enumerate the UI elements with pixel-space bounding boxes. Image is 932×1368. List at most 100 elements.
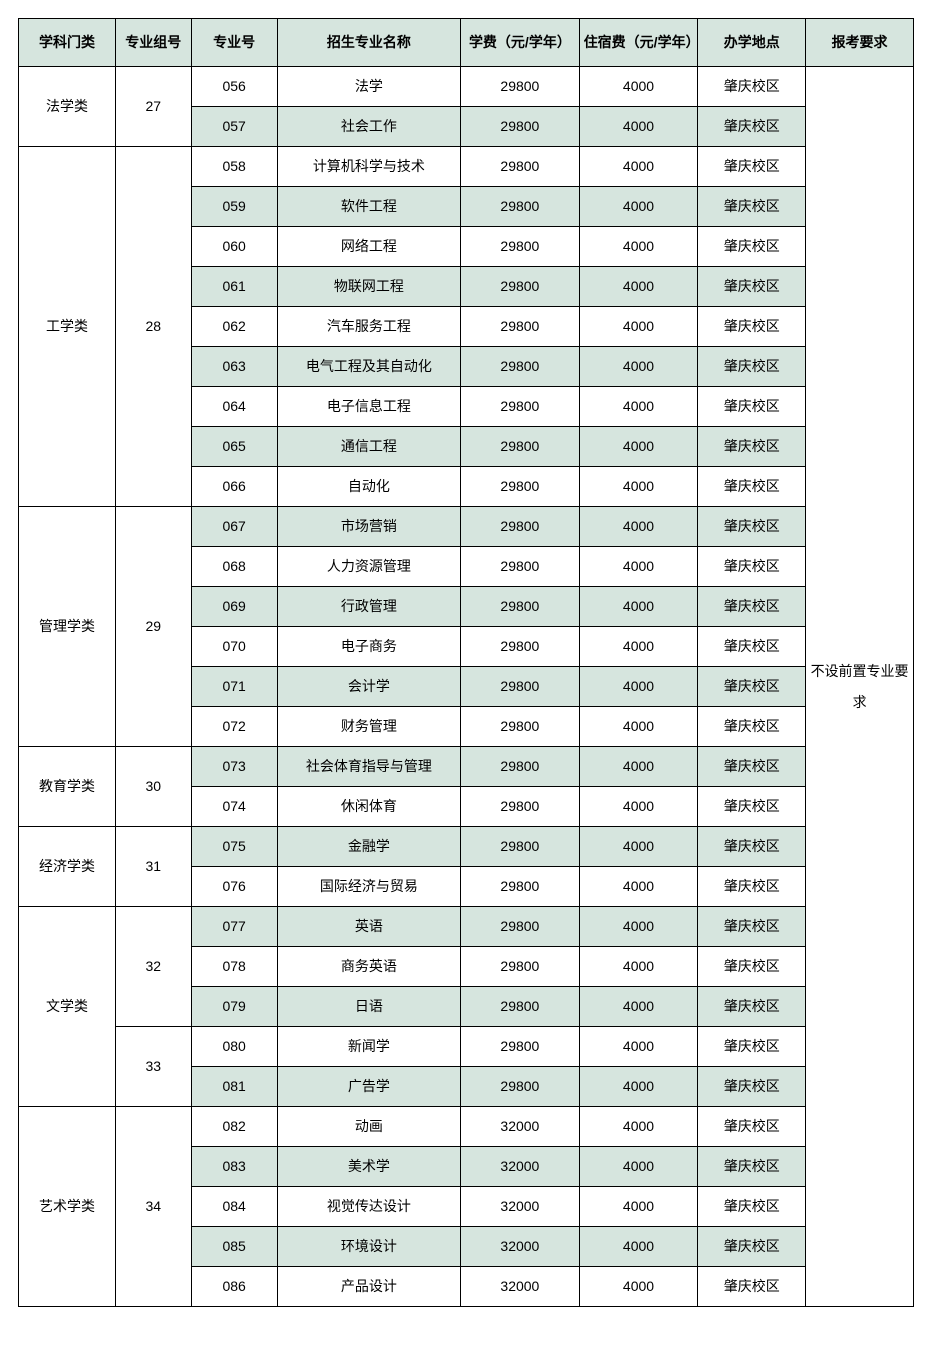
- tuition-fee-cell: 29800: [461, 627, 580, 667]
- major-name-cell: 国际经济与贸易: [277, 867, 460, 907]
- dorm-fee-cell: 4000: [579, 67, 698, 107]
- group-no-cell: 33: [116, 1027, 191, 1107]
- major-name-cell: 网络工程: [277, 227, 460, 267]
- campus-cell: 肇庆校区: [698, 467, 806, 507]
- col-header-6: 办学地点: [698, 19, 806, 67]
- major-code-cell: 069: [191, 587, 277, 627]
- dorm-fee-cell: 4000: [579, 707, 698, 747]
- major-code-cell: 060: [191, 227, 277, 267]
- major-name-cell: 新闻学: [277, 1027, 460, 1067]
- campus-cell: 肇庆校区: [698, 507, 806, 547]
- campus-cell: 肇庆校区: [698, 707, 806, 747]
- major-code-cell: 079: [191, 987, 277, 1027]
- dorm-fee-cell: 4000: [579, 627, 698, 667]
- major-code-cell: 057: [191, 107, 277, 147]
- campus-cell: 肇庆校区: [698, 1227, 806, 1267]
- group-no-cell: 27: [116, 67, 191, 147]
- major-name-cell: 市场营销: [277, 507, 460, 547]
- major-code-cell: 082: [191, 1107, 277, 1147]
- dorm-fee-cell: 4000: [579, 427, 698, 467]
- table-row: 经济学类31075金融学298004000肇庆校区: [19, 827, 914, 867]
- tuition-fee-cell: 29800: [461, 987, 580, 1027]
- campus-cell: 肇庆校区: [698, 907, 806, 947]
- campus-cell: 肇庆校区: [698, 1147, 806, 1187]
- campus-cell: 肇庆校区: [698, 1267, 806, 1307]
- tuition-fee-cell: 29800: [461, 547, 580, 587]
- tuition-fee-cell: 29800: [461, 187, 580, 227]
- tuition-fee-cell: 29800: [461, 267, 580, 307]
- major-code-cell: 059: [191, 187, 277, 227]
- table-row: 工学类28058计算机科学与技术298004000肇庆校区: [19, 147, 914, 187]
- dorm-fee-cell: 4000: [579, 827, 698, 867]
- major-name-cell: 电气工程及其自动化: [277, 347, 460, 387]
- major-code-cell: 062: [191, 307, 277, 347]
- col-header-3: 招生专业名称: [277, 19, 460, 67]
- tuition-fee-cell: 29800: [461, 147, 580, 187]
- category-cell: 艺术学类: [19, 1107, 116, 1307]
- tuition-fee-cell: 32000: [461, 1227, 580, 1267]
- major-code-cell: 076: [191, 867, 277, 907]
- tuition-fee-cell: 29800: [461, 307, 580, 347]
- group-no-cell: 32: [116, 907, 191, 1027]
- dorm-fee-cell: 4000: [579, 907, 698, 947]
- tuition-fee-cell: 29800: [461, 1067, 580, 1107]
- campus-cell: 肇庆校区: [698, 1027, 806, 1067]
- major-code-cell: 074: [191, 787, 277, 827]
- major-name-cell: 商务英语: [277, 947, 460, 987]
- tuition-fee-cell: 29800: [461, 347, 580, 387]
- campus-cell: 肇庆校区: [698, 1107, 806, 1147]
- major-name-cell: 动画: [277, 1107, 460, 1147]
- dorm-fee-cell: 4000: [579, 867, 698, 907]
- table-row: 教育学类30073社会体育指导与管理298004000肇庆校区: [19, 747, 914, 787]
- dorm-fee-cell: 4000: [579, 747, 698, 787]
- major-code-cell: 083: [191, 1147, 277, 1187]
- group-no-cell: 29: [116, 507, 191, 747]
- requirement-cell: 不设前置专业要求: [806, 67, 914, 1307]
- group-no-cell: 30: [116, 747, 191, 827]
- major-name-cell: 美术学: [277, 1147, 460, 1187]
- major-code-cell: 065: [191, 427, 277, 467]
- table-row: 文学类32077英语298004000肇庆校区: [19, 907, 914, 947]
- major-code-cell: 063: [191, 347, 277, 387]
- campus-cell: 肇庆校区: [698, 187, 806, 227]
- campus-cell: 肇庆校区: [698, 627, 806, 667]
- major-name-cell: 金融学: [277, 827, 460, 867]
- dorm-fee-cell: 4000: [579, 787, 698, 827]
- tuition-fee-cell: 29800: [461, 587, 580, 627]
- tuition-fee-cell: 29800: [461, 1027, 580, 1067]
- dorm-fee-cell: 4000: [579, 347, 698, 387]
- col-header-5: 住宿费（元/学年）: [579, 19, 698, 67]
- dorm-fee-cell: 4000: [579, 187, 698, 227]
- major-name-cell: 软件工程: [277, 187, 460, 227]
- campus-cell: 肇庆校区: [698, 667, 806, 707]
- tuition-fee-cell: 29800: [461, 427, 580, 467]
- dorm-fee-cell: 4000: [579, 387, 698, 427]
- tuition-fee-cell: 29800: [461, 667, 580, 707]
- major-name-cell: 产品设计: [277, 1267, 460, 1307]
- category-cell: 法学类: [19, 67, 116, 147]
- major-code-cell: 077: [191, 907, 277, 947]
- major-code-cell: 071: [191, 667, 277, 707]
- major-name-cell: 环境设计: [277, 1227, 460, 1267]
- campus-cell: 肇庆校区: [698, 1187, 806, 1227]
- tuition-fee-cell: 32000: [461, 1267, 580, 1307]
- tuition-fee-cell: 29800: [461, 107, 580, 147]
- tuition-fee-cell: 29800: [461, 867, 580, 907]
- dorm-fee-cell: 4000: [579, 1227, 698, 1267]
- major-name-cell: 会计学: [277, 667, 460, 707]
- major-name-cell: 法学: [277, 67, 460, 107]
- tuition-fee-cell: 29800: [461, 227, 580, 267]
- major-name-cell: 人力资源管理: [277, 547, 460, 587]
- major-name-cell: 财务管理: [277, 707, 460, 747]
- campus-cell: 肇庆校区: [698, 267, 806, 307]
- major-code-cell: 058: [191, 147, 277, 187]
- dorm-fee-cell: 4000: [579, 1107, 698, 1147]
- dorm-fee-cell: 4000: [579, 587, 698, 627]
- major-code-cell: 061: [191, 267, 277, 307]
- group-no-cell: 28: [116, 147, 191, 507]
- campus-cell: 肇庆校区: [698, 427, 806, 467]
- major-code-cell: 081: [191, 1067, 277, 1107]
- category-cell: 教育学类: [19, 747, 116, 827]
- tuition-fee-cell: 29800: [461, 707, 580, 747]
- major-code-cell: 072: [191, 707, 277, 747]
